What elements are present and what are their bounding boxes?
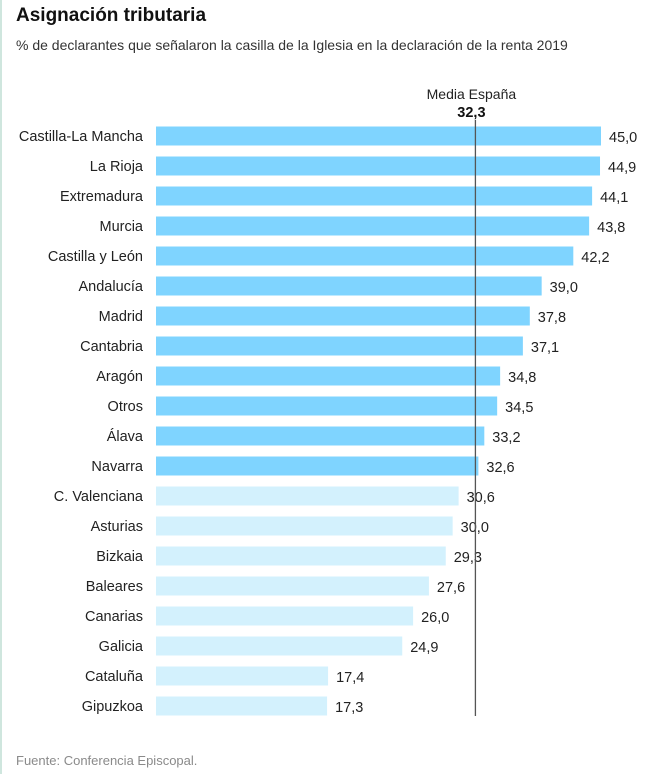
value-label: 17,4 [336,670,364,686]
category-label: Cantabria [80,339,144,355]
value-label: 45,0 [609,130,637,146]
value-label: 24,9 [410,640,438,656]
bar [156,216,590,236]
bar [156,396,498,416]
bar [156,366,501,386]
value-label: 29,3 [454,550,482,566]
left-accent-rule [0,0,2,774]
chart-subtitle: % de declarantes que señalaron la casill… [16,37,568,53]
category-label: Murcia [99,219,143,235]
category-label: Canarias [85,609,143,625]
bar [156,546,446,566]
chart-title: Asignación tributaria [16,5,207,26]
bar [156,456,479,476]
average-reference-label: Media España [427,86,517,102]
source-note: Fuente: Conferencia Episcopal. [16,753,198,768]
category-label: Galicia [99,639,144,655]
category-label: Álava [107,428,144,445]
category-label: La Rioja [90,159,144,175]
category-label: Madrid [99,309,143,325]
category-label: Andalucía [79,279,144,295]
bar [156,636,403,656]
bar [156,306,530,326]
category-label: Castilla y León [48,249,143,265]
bar [156,426,485,446]
bar [156,516,453,536]
bar [156,666,329,686]
bar [156,126,601,146]
category-label: Baleares [86,579,143,595]
bar [156,156,601,176]
value-label: 34,5 [505,400,533,416]
value-label: 32,6 [486,460,514,476]
average-reference-value: 32,3 [457,105,485,121]
category-label: Aragón [96,369,143,385]
bar [156,576,429,596]
category-label: Otros [108,399,143,415]
value-label: 44,9 [608,160,636,176]
category-label: Castilla-La Mancha [19,129,144,145]
category-label: Navarra [91,459,144,475]
category-label: Asturias [91,519,143,535]
value-label: 30,6 [467,490,495,506]
category-label: Extremadura [60,189,144,205]
bar [156,696,328,716]
value-label: 27,6 [437,580,465,596]
bar [156,186,593,206]
value-label: 39,0 [550,280,578,296]
bar [156,276,542,296]
value-label: 17,3 [335,700,363,716]
category-label: Cataluña [85,669,144,685]
value-label: 37,1 [531,340,559,356]
value-label: 42,2 [581,250,609,266]
value-label: 44,1 [600,190,628,206]
value-label: 34,8 [508,370,536,386]
bar [156,606,414,626]
value-label: 43,8 [597,220,625,236]
bar [156,246,574,266]
value-label: 37,8 [538,310,566,326]
category-label: Gipuzkoa [82,699,144,715]
value-label: 33,2 [492,430,520,446]
bar [156,336,523,356]
value-label: 26,0 [421,610,449,626]
category-label: Bizkaia [96,549,144,565]
bar [156,486,459,506]
category-label: C. Valenciana [54,489,144,505]
